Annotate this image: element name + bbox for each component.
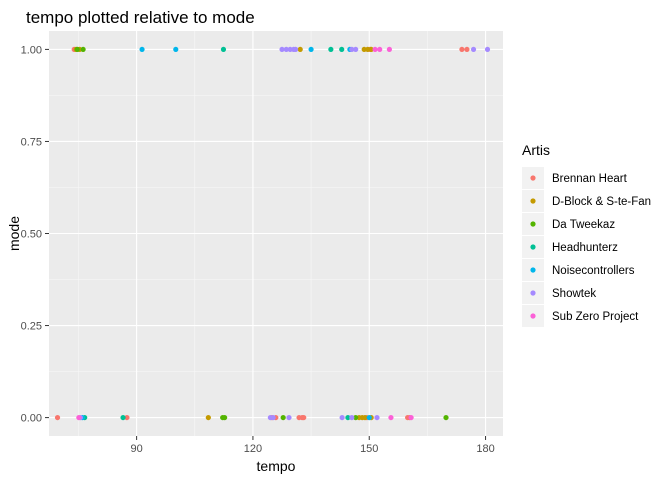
legend-label: Headhunterz [552, 242, 618, 254]
data-point [76, 414, 82, 421]
x-tick-label: 180 [476, 443, 494, 455]
legend-item: Sub Zero Project [522, 305, 639, 327]
data-point [328, 46, 334, 53]
data-point [139, 46, 145, 53]
data-point [74, 46, 80, 53]
legend-item: Showtek [522, 282, 596, 304]
data-point [353, 46, 359, 53]
data-point [301, 414, 307, 421]
legend-item: Headhunterz [522, 236, 618, 258]
data-points [54, 46, 491, 421]
y-tick-label: 1.00 [21, 44, 42, 56]
data-point [459, 46, 465, 53]
data-point [377, 46, 383, 53]
data-point [339, 46, 345, 53]
data-point [386, 46, 393, 53]
legend-label: Brennan Heart [552, 173, 628, 185]
chart-title: tempo plotted relative to mode [26, 8, 255, 27]
data-point [292, 46, 299, 53]
data-point [368, 46, 374, 53]
data-point [470, 46, 477, 53]
legend-key-marker [530, 221, 536, 227]
data-point [286, 414, 292, 421]
y-axis-title: mode [6, 216, 22, 251]
data-point [388, 414, 394, 421]
data-point [484, 46, 491, 53]
data-point [220, 46, 227, 53]
legend-key-marker [530, 175, 536, 181]
data-point [297, 46, 303, 53]
data-point [443, 414, 449, 421]
data-point [222, 414, 228, 421]
legend-item: Da Tweekaz [522, 213, 615, 235]
legend-label: D-Block & S-te-Fan [552, 196, 651, 208]
legend-label: Showtek [552, 288, 596, 300]
y-tick-label: 0.25 [21, 321, 42, 333]
data-point [362, 414, 368, 421]
data-point [345, 414, 351, 421]
legend-label: Sub Zero Project [552, 311, 639, 323]
major-gridlines [49, 31, 503, 436]
data-point [349, 46, 355, 53]
data-point [205, 414, 211, 421]
data-point [280, 414, 286, 421]
y-tick-label: 0.00 [21, 413, 42, 425]
legend: Artis Brennan Heart D-Block & S-te-Fan Da … [522, 142, 651, 327]
y-axis-ticks: 0.00 0.25 0.50 0.75 1.00 [21, 44, 49, 425]
data-point [80, 46, 86, 53]
x-axis-ticks: 90 120 150 180 [130, 436, 495, 455]
legend-label: Noisecontrollers [552, 265, 635, 277]
data-point [308, 46, 314, 53]
x-tick-label: 90 [130, 443, 142, 455]
legend-key-marker [530, 267, 536, 273]
legend-title: Artis [522, 142, 550, 158]
data-point [339, 414, 345, 421]
data-point [283, 46, 289, 53]
data-point [349, 414, 355, 421]
data-point [173, 46, 179, 53]
data-point [270, 414, 276, 421]
x-tick-label: 120 [244, 443, 262, 455]
data-point [279, 46, 285, 53]
y-tick-label: 0.75 [21, 136, 42, 148]
data-point [353, 414, 359, 421]
legend-key-marker [530, 290, 536, 296]
data-point [124, 414, 130, 421]
legend-key-marker [530, 313, 536, 319]
data-point [54, 414, 61, 421]
legend-key-marker [530, 244, 536, 250]
data-point [464, 46, 470, 53]
x-axis-title: tempo [257, 458, 296, 474]
legend-label: Da Tweekaz [552, 219, 615, 231]
x-tick-label: 150 [360, 443, 378, 455]
legend-item: Noisecontrollers [522, 259, 635, 281]
data-point [120, 414, 126, 421]
data-point [372, 46, 378, 53]
data-point [408, 414, 414, 421]
legend-item: D-Block & S-te-Fan [522, 190, 651, 212]
legend-key-marker [530, 198, 536, 204]
data-point [374, 414, 380, 421]
y-tick-label: 0.50 [21, 229, 42, 241]
legend-item: Brennan Heart [522, 167, 628, 189]
data-point [366, 414, 372, 421]
